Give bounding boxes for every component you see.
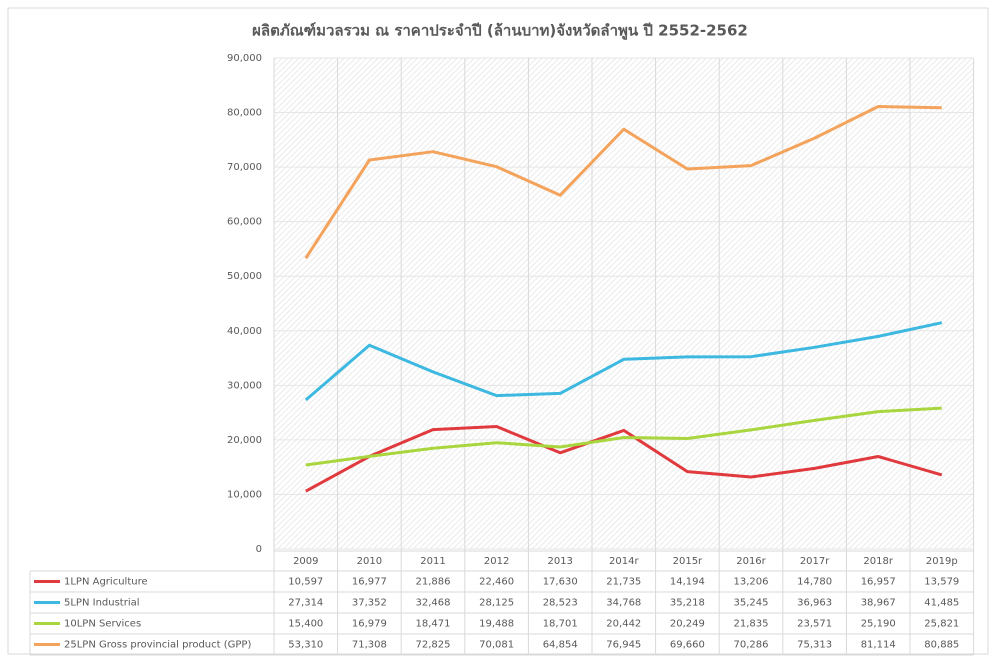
table-value: 37,352	[352, 598, 387, 609]
legend-label: 25LPN Gross provincial product (GPP)	[64, 640, 251, 651]
table-value: 36,963	[797, 598, 832, 609]
table-value: 35,218	[670, 598, 705, 609]
y-tick-label: 20,000	[227, 435, 262, 446]
table-value: 76,945	[606, 640, 641, 651]
table-value: 35,245	[734, 598, 769, 609]
table-value: 75,313	[797, 640, 832, 651]
table-value: 32,468	[416, 598, 451, 609]
legend-label: 1LPN Agriculture	[64, 577, 148, 588]
table-value: 14,194	[670, 577, 705, 588]
table-value: 20,442	[606, 619, 641, 630]
table-value: 19,488	[479, 619, 514, 630]
y-tick-label: 60,000	[227, 217, 262, 228]
table-value: 17,630	[543, 577, 578, 588]
table-value: 21,835	[734, 619, 769, 630]
table-value: 21,735	[606, 577, 641, 588]
table-value: 25,190	[861, 619, 896, 630]
x-tick-label: 2013	[547, 556, 572, 567]
series-line	[304, 105, 942, 260]
table-value: 81,114	[861, 640, 896, 651]
table-value: 27,314	[288, 598, 323, 609]
table-value: 22,460	[479, 577, 514, 588]
x-tick-label: 2017r	[800, 556, 830, 567]
table-value: 71,308	[352, 640, 387, 651]
table-value: 15,400	[288, 619, 323, 630]
series-line	[305, 406, 942, 467]
table-value: 18,471	[416, 619, 451, 630]
table-value: 14,780	[797, 577, 832, 588]
y-tick-label: 0	[256, 544, 262, 555]
table-value: 10,597	[288, 577, 323, 588]
chart-title: ผลิตภัณฑ์มวลรวม ณ ราคาประจำปี (ล้านบาท)จ…	[252, 22, 748, 41]
table-value: 69,660	[670, 640, 705, 651]
x-tick-label: 2018r	[863, 556, 893, 567]
plot-area	[274, 58, 974, 549]
table-value: 41,485	[924, 598, 959, 609]
table-value: 70,081	[479, 640, 514, 651]
table-value: 21,886	[416, 577, 451, 588]
x-tick-label: 2012	[484, 556, 509, 567]
y-tick-label: 90,000	[227, 53, 262, 64]
x-tick-label: 2015r	[673, 556, 703, 567]
x-tick-label: 2016r	[736, 556, 766, 567]
table-value: 23,571	[797, 619, 832, 630]
table-value: 13,206	[734, 577, 769, 588]
x-tick-label: 2014r	[609, 556, 639, 567]
table-value: 72,825	[416, 640, 451, 651]
x-tick-label: 2019p	[926, 556, 958, 567]
y-tick-label: 50,000	[227, 271, 262, 282]
table-value: 16,957	[861, 577, 896, 588]
table-value: 28,125	[479, 598, 514, 609]
table-value: 80,885	[924, 640, 959, 651]
table-value: 13,579	[924, 577, 959, 588]
legend-label: 5LPN Industrial	[64, 598, 140, 609]
table-value: 16,977	[352, 577, 387, 588]
x-tick-label: 2011	[420, 556, 445, 567]
table-value: 18,701	[543, 619, 578, 630]
table-value: 70,286	[734, 640, 769, 651]
y-tick-label: 40,000	[227, 326, 262, 337]
y-tick-label: 30,000	[227, 380, 262, 391]
x-tick-label: 2009	[293, 556, 318, 567]
series-line	[304, 321, 943, 402]
table-value: 53,310	[288, 640, 323, 651]
y-tick-label: 80,000	[227, 108, 262, 119]
table-value: 34,768	[606, 598, 641, 609]
table-value: 64,854	[543, 640, 578, 651]
table-value: 28,523	[543, 598, 578, 609]
y-tick-label: 10,000	[227, 489, 262, 500]
table-value: 16,979	[352, 619, 387, 630]
table-value: 25,821	[924, 619, 959, 630]
series-line	[305, 425, 943, 493]
x-tick-label: 2010	[357, 556, 382, 567]
table-value: 38,967	[861, 598, 896, 609]
legend-label: 10LPN Services	[64, 619, 141, 630]
y-tick-label: 70,000	[227, 162, 262, 173]
table-value: 20,249	[670, 619, 705, 630]
